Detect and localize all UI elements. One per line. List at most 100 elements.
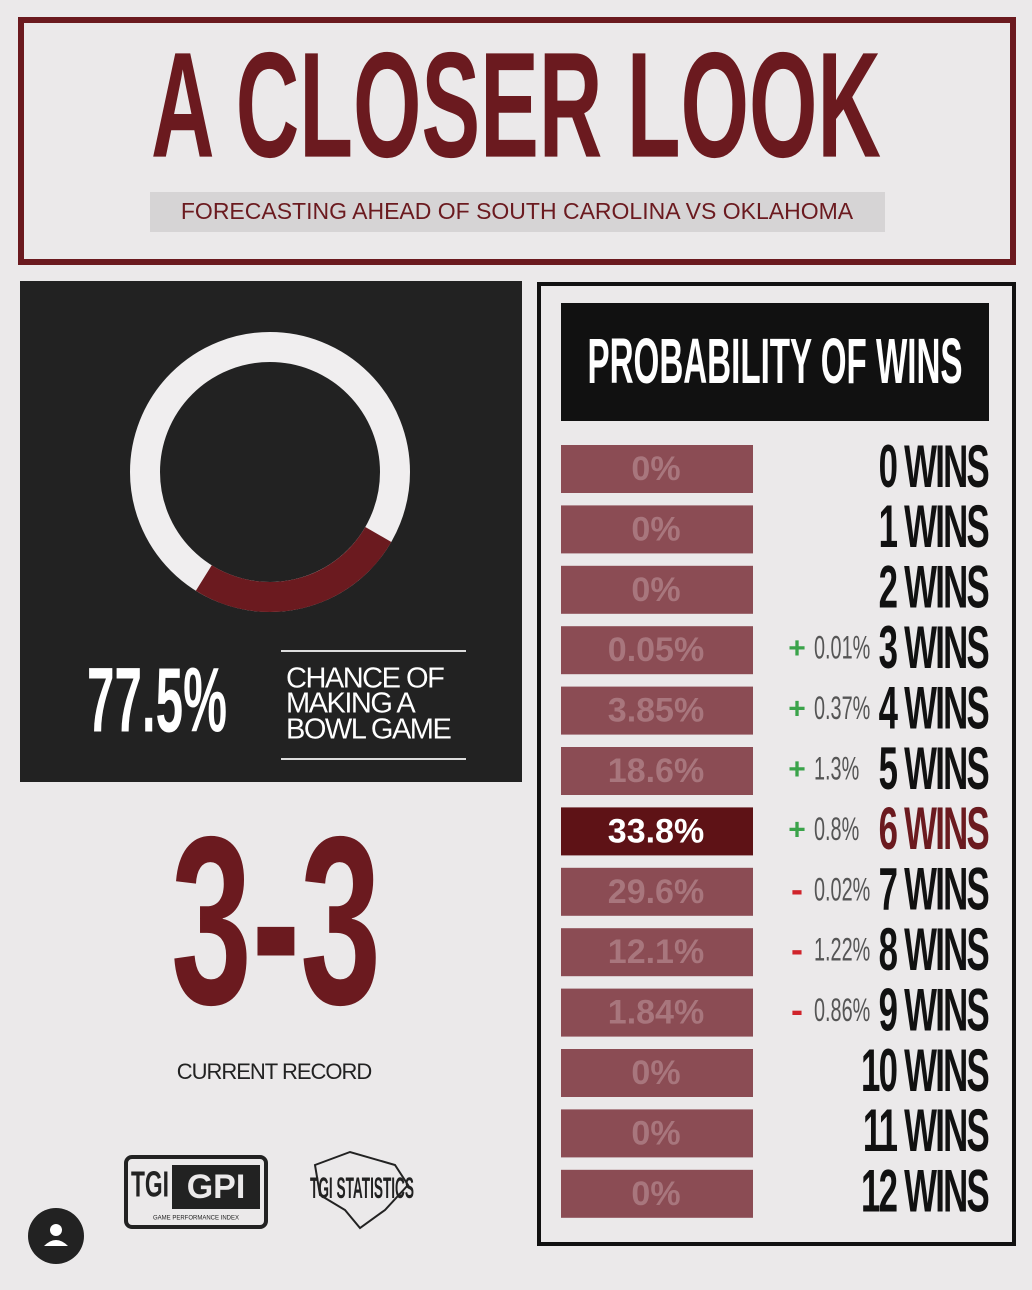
change-value: 0.02%	[814, 871, 870, 907]
subtitle: FORECASTING AHEAD OF SOUTH CAROLINA VS O…	[181, 198, 854, 224]
wins-label: 0 WINS	[879, 434, 989, 500]
wins-group: 7 WINS	[879, 857, 991, 923]
prob-bar	[561, 686, 753, 735]
wins-group: 2 WINS	[879, 555, 991, 621]
wins-label: 9 WINS	[879, 978, 989, 1044]
prob-bar	[561, 928, 753, 977]
wins-label: 12 WINS	[861, 1159, 989, 1225]
gpi-logo-frame	[124, 1155, 268, 1229]
bowl-panel	[20, 281, 522, 782]
change-group: 0.02%	[814, 871, 870, 907]
wins-group: 0 WINS	[879, 434, 991, 500]
prob-value: 18.6%	[608, 752, 704, 790]
prob-title: PROBABILITY OF WINS	[588, 325, 963, 397]
change-group: 0.86%	[814, 992, 870, 1028]
prob-bar	[561, 1109, 753, 1158]
wins-group: 12 WINS	[861, 1159, 990, 1225]
wins-group: 10 WINS	[861, 1038, 990, 1104]
state-outline	[313, 1150, 410, 1230]
subtitle-box	[150, 192, 885, 232]
bowl-percent: 77.5%	[87, 649, 227, 751]
wins-group: 1 WINS	[879, 495, 991, 561]
change-sign: -	[791, 868, 803, 909]
bowl-caption: BOWL GAME	[286, 714, 451, 746]
change-value: 0.37%	[814, 690, 870, 726]
prob-value: 1.84%	[608, 994, 704, 1032]
prob-bar	[561, 1169, 753, 1218]
change-sign: -	[791, 929, 803, 970]
profile-body	[44, 1240, 68, 1246]
wins-group: 11 WINS	[863, 1099, 990, 1165]
prob-header	[561, 303, 989, 421]
change-group: 0.37%	[814, 690, 870, 726]
wins-label: 5 WINS	[879, 736, 989, 802]
wins-group: 4 WINS	[879, 676, 991, 742]
bowl-caption: CHANCE OF	[286, 663, 444, 695]
wins-group: 5 WINS	[879, 736, 991, 802]
wins-label: 2 WINS	[879, 555, 989, 621]
gpi-logo-sub: GAME PERFORMANCE INDEX	[153, 1216, 239, 1222]
header-frame	[18, 17, 1016, 265]
wins-group: 6 WINS	[879, 797, 991, 863]
prob-bar	[561, 1049, 753, 1097]
prob-value: 0.05%	[608, 631, 704, 669]
bowl-caption: MAKING A	[286, 688, 416, 720]
change-value: 1.3%	[814, 751, 859, 787]
gpi-logo-left: TGI	[131, 1164, 169, 1205]
gpi-logo-right: GPI	[187, 1168, 246, 1206]
change-value: 0.01%	[814, 630, 870, 666]
wins-label: 3 WINS	[879, 615, 989, 681]
prob-value: 0%	[631, 571, 680, 609]
change-group: 0.8%	[814, 811, 859, 847]
prob-value: 0%	[631, 1175, 680, 1213]
prob-bar	[561, 988, 753, 1037]
stats-logo: TGI STATISTICS	[310, 1172, 414, 1205]
change-value: 1.22%	[814, 932, 870, 968]
change-sign: +	[788, 632, 806, 665]
change-group: 0.01%	[814, 630, 870, 666]
prob-value: 0%	[631, 1114, 680, 1152]
prob-bar	[561, 747, 753, 795]
change-group: 1.22%	[814, 932, 870, 968]
change-sign: +	[788, 753, 806, 786]
prob-bar	[561, 565, 753, 614]
wins-label: 11 WINS	[863, 1099, 989, 1165]
title: A CLOSER LOOK	[151, 21, 881, 189]
wins-group: 8 WINS	[879, 917, 991, 983]
prob-bar	[561, 445, 753, 493]
prob-bar	[561, 626, 753, 675]
wins-group: 9 WINS	[879, 978, 991, 1044]
gpi-logo-box	[172, 1165, 260, 1209]
prob-value: 3.85%	[608, 692, 704, 730]
prob-value: 0%	[631, 510, 680, 548]
wins-label: 8 WINS	[879, 917, 989, 983]
prob-value: 29.6%	[608, 873, 704, 911]
wins-label: 7 WINS	[879, 857, 989, 923]
prob-bar	[561, 807, 753, 856]
change-sign: -	[791, 989, 803, 1030]
prob-value: 12.1%	[608, 933, 704, 971]
change-sign: +	[788, 813, 806, 846]
wins-group: 3 WINS	[879, 615, 991, 681]
profile-head	[50, 1224, 62, 1236]
record-label: CURRENT RECORD	[177, 1059, 372, 1084]
prob-value: 0%	[631, 450, 680, 488]
change-group: 1.3%	[814, 751, 859, 787]
wins-label: 6 WINS	[879, 797, 989, 863]
record-value: 3-3	[171, 786, 381, 1054]
prob-value: 33.8%	[608, 812, 704, 850]
donut-arc	[195, 526, 392, 612]
prob-bar	[561, 505, 753, 554]
change-value: 0.86%	[814, 992, 870, 1028]
prob-rows: 0% 0 WINS 0% 1 WINS 0% 2 WINS 0.05% +0.01% 3 WIN…	[561, 434, 991, 1225]
prob-value: 0%	[631, 1054, 680, 1092]
change-sign: +	[788, 693, 806, 726]
prob-frame	[537, 282, 1016, 1246]
prob-bar	[561, 867, 753, 916]
wins-label: 1 WINS	[879, 495, 989, 561]
change-value: 0.8%	[814, 811, 859, 847]
wins-label: 4 WINS	[879, 676, 989, 742]
wins-label: 10 WINS	[861, 1038, 989, 1104]
